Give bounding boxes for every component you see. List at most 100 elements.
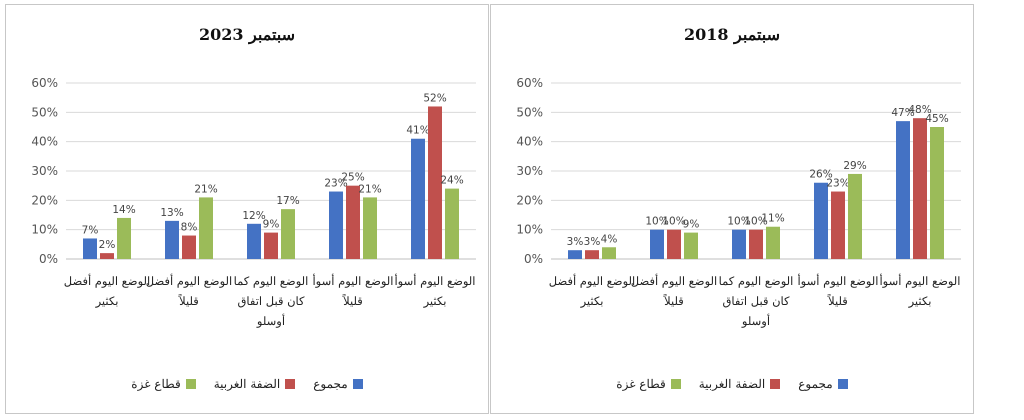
y-tick-label: 60% [516, 76, 543, 90]
legend-swatch [285, 379, 296, 389]
legend-label: قطاع غزة [616, 377, 666, 391]
y-tick-label: 60% [31, 76, 58, 90]
category-label: الوضع اليوم أفضل قليلاً [630, 274, 718, 308]
bar [930, 127, 944, 259]
bar [117, 217, 131, 259]
category-label: الوضع اليوم أفضل بكثير [63, 274, 151, 308]
y-tick-label: 20% [31, 193, 58, 207]
category-label: الوضع اليوم أسوأ قليلاً [797, 274, 879, 308]
bar [749, 229, 763, 259]
bar [568, 250, 582, 259]
bar [264, 232, 278, 259]
bar [848, 173, 862, 259]
bar [896, 121, 910, 259]
chart-panel-2023: سبتمبر 2023 0% 10% 20% 30% 40% 50% 60% 7% 2% 14% 1… [5, 4, 489, 414]
bar [650, 229, 664, 259]
y-tick-label: 10% [31, 223, 58, 237]
y-tick-label: 0% [524, 252, 543, 266]
y-tick-label: 40% [31, 135, 58, 149]
data-label: 10% [727, 216, 750, 228]
legend-label: مجموع [798, 377, 833, 391]
data-label: 21% [358, 183, 381, 195]
data-label: 41% [406, 125, 429, 137]
category-label: الوضع اليوم كما كان قبل اتفاق أوسلو [233, 274, 309, 328]
category-label: الوضع اليوم أفضل قليلاً [145, 274, 233, 308]
data-label: 2% [99, 239, 116, 251]
legend-label: الضفة الغربية [698, 377, 766, 391]
bar [199, 197, 213, 259]
data-label: 3% [567, 236, 584, 248]
bar [602, 247, 616, 259]
data-label: 4% [601, 233, 618, 245]
chart-title: سبتمبر 2018 [683, 25, 781, 44]
bar [411, 138, 425, 259]
bar [732, 229, 746, 259]
legend-item: مجموع [313, 377, 363, 391]
y-tick-label: 30% [516, 164, 543, 178]
legend-swatch [352, 379, 363, 389]
data-label: 9% [683, 219, 700, 231]
data-label: 14% [112, 204, 135, 216]
data-label: 10% [662, 216, 685, 228]
data-label: 11% [761, 213, 784, 225]
legend-item: الضفة الغربية [214, 377, 296, 391]
category-label: الوضع اليوم أسوأ بكثير [879, 274, 961, 308]
y-tick-label: 50% [31, 105, 58, 119]
legend-item: قطاع غزة [616, 377, 681, 391]
bar [247, 223, 261, 259]
bar [281, 209, 295, 259]
data-label: 23% [324, 178, 347, 190]
legend-label: قطاع غزة [131, 377, 181, 391]
data-label: 17% [276, 195, 299, 207]
legend-swatch [185, 379, 196, 389]
chart-plot: 0% 10% 20% 30% 40% 50% 60% 7%2% 14% 13% 8% 21% 12%9%… [31, 76, 476, 266]
data-label: 29% [843, 160, 866, 172]
y-tick-label: 30% [31, 164, 58, 178]
legend-label: الضفة الغربية [213, 377, 281, 391]
data-label: 7% [82, 224, 99, 236]
chart-title: سبتمبر 2023 [198, 25, 296, 44]
data-label: 48% [908, 104, 931, 116]
data-label: 23% [826, 178, 849, 190]
y-tick-label: 40% [516, 135, 543, 149]
legend-swatch [837, 379, 848, 389]
data-label: 10% [744, 216, 767, 228]
data-label: 52% [423, 92, 446, 104]
data-label: 13% [160, 207, 183, 219]
data-label: 45% [925, 113, 948, 125]
bar [182, 235, 196, 259]
bar [100, 253, 114, 259]
legend-item: مجموع [798, 377, 848, 391]
data-label: 21% [194, 183, 217, 195]
legend-swatch [670, 379, 681, 389]
chart-legend: مجموع الضفة الغربية قطاع غزة [6, 377, 488, 391]
bar [329, 191, 343, 259]
y-tick-label: 0% [39, 252, 58, 266]
data-label: 47% [891, 107, 914, 119]
bar [585, 250, 599, 259]
chart-legend: مجموع الضفة الغربية قطاع غزة [491, 377, 973, 391]
bar [684, 232, 698, 259]
data-label: 10% [645, 216, 668, 228]
y-tick-label: 10% [516, 223, 543, 237]
bar [165, 220, 179, 259]
bar [913, 118, 927, 259]
data-label: 9% [263, 219, 280, 231]
data-label: 26% [809, 169, 832, 181]
data-label: 8% [181, 222, 198, 234]
bar [428, 106, 442, 259]
bar [83, 238, 97, 259]
bar [831, 191, 845, 259]
legend-swatch [770, 379, 781, 389]
bar [363, 197, 377, 259]
data-label: 3% [584, 236, 601, 248]
legend-label: مجموع [313, 377, 348, 391]
category-label: الوضع اليوم أفضل بكثير [548, 274, 636, 308]
bar [445, 188, 459, 259]
data-label: 24% [440, 175, 463, 187]
bar [346, 185, 360, 259]
bar [766, 226, 780, 259]
legend-item: الضفة الغربية [699, 377, 781, 391]
chart-plot: 0%10%20%30%40%50%60%3% 3% 4%10%10%9% 10%10%… [516, 76, 961, 266]
data-label: 12% [242, 210, 265, 222]
